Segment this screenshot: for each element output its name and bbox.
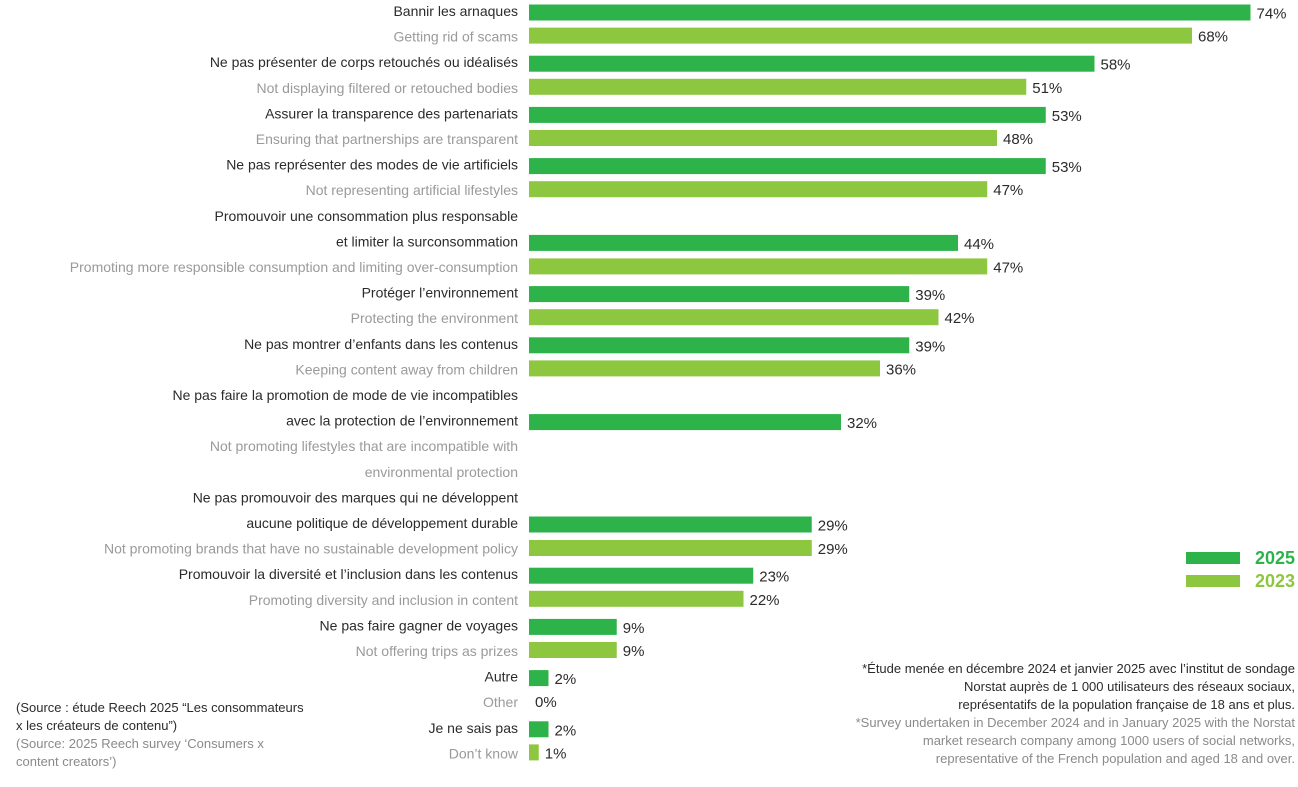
bar-2025-2 [529,106,1046,123]
value-label-2025-1: 58% [1101,57,1131,74]
bar-2023-12 [529,744,539,761]
value-label-2023-11: 0% [535,694,557,711]
bar-2023-0 [529,27,1192,44]
bar-2023-5 [529,309,939,326]
value-label-2023-12: 1% [545,745,567,762]
legend: 2025 2023 [1186,548,1298,594]
category-label-fr-10-0: Ne pas faire gagner de voyages [320,617,518,633]
category-label-en-5-0: Protecting the environment [351,310,518,326]
bar-2025-11 [529,670,549,687]
note-en-line-3: representative of the French population … [935,751,1295,766]
bar-2025-6 [529,337,910,354]
bar-2023-2 [529,130,997,146]
note-fr-line-1: *Étude menée en décembre 2024 et janvier… [862,661,1295,676]
category-label-en-2-0: Ensuring that partnerships are transpare… [256,131,518,147]
category-label-en-7-1: environmental protection [365,464,518,480]
category-label-fr-9-0: Promouvoir la diversité et l’inclusion d… [179,566,518,582]
category-label-fr-11-0: Autre [485,669,519,685]
category-label-fr-12-0: Je ne sais pas [429,720,519,736]
source-en-line-2: content creators’) [16,754,117,769]
category-label-fr-7-0: Ne pas faire la promotion de mode de vie… [172,387,518,403]
category-label-fr-7-1: avec la protection de l’environnement [286,413,518,429]
legend-swatch-2023 [1186,575,1240,587]
value-label-2023-6: 36% [886,361,916,378]
note-fr-line-3: représentatifs de la population français… [958,697,1295,712]
category-label-en-0-0: Getting rid of scams [394,29,519,45]
category-label-fr-1-0: Ne pas présenter de corps retouchés ou i… [210,54,518,70]
value-label-2025-11: 2% [555,671,577,688]
category-label-fr-5-0: Protéger l’environnement [362,285,519,301]
legend-item-2025: 2025 [1186,548,1298,571]
legend-label-2025: 2025 [1254,548,1295,568]
value-label-2025-7: 32% [847,415,877,432]
category-label-en-8-0: Not promoting brands that have no sustai… [104,541,518,557]
category-label-en-10-0: Not offering trips as prizes [356,643,518,659]
category-label-fr-0-0: Bannir les arnaques [393,3,518,19]
bar-2023-10 [529,642,617,658]
value-label-2025-2: 53% [1052,108,1082,125]
bar-2025-3 [529,158,1046,175]
value-label-2023-0: 68% [1198,29,1228,46]
value-label-2025-6: 39% [915,338,945,355]
bar-2025-10 [529,618,617,635]
value-label-2025-3: 53% [1052,159,1082,176]
value-label-2023-5: 42% [945,310,975,327]
bar-2025-8 [529,516,812,533]
value-label-2023-9: 22% [750,592,780,609]
source-fr-line-2: x les créateurs de contenu”) [16,718,178,733]
value-label-2025-10: 9% [623,620,645,637]
category-label-fr-4-0: Promouvoir une consommation plus respons… [215,208,519,224]
category-label-en-11-0: Other [483,694,518,710]
value-label-2025-5: 39% [915,287,945,304]
value-label-2023-8: 29% [818,541,848,558]
value-label-2025-4: 44% [964,236,994,253]
bar-2023-8 [529,540,812,556]
value-label-2023-2: 48% [1003,131,1033,148]
note-en-line-1: *Survey undertaken in December 2024 and … [855,715,1295,730]
source-fr-line-1: (Source : étude Reech 2025 “Les consomma… [16,700,304,715]
legend-item-2023: 2023 [1186,571,1298,594]
value-label-2023-10: 9% [623,643,645,660]
value-label-2023-1: 51% [1032,80,1062,97]
category-label-en-7-0: Not promoting lifestyles that are incomp… [210,438,518,454]
category-label-en-6-0: Keeping content away from children [295,361,518,377]
value-label-2023-3: 47% [993,182,1023,199]
category-label-en-12-0: Don’t know [449,745,519,761]
category-label-fr-3-0: Ne pas représenter des modes de vie arti… [226,157,518,173]
category-label-fr-6-0: Ne pas montrer d’enfants dans les conten… [244,336,518,352]
bar-2023-9 [529,590,744,607]
category-label-fr-4-1: et limiter la surconsommation [336,233,518,249]
value-label-2025-8: 29% [818,518,848,535]
value-label-2025-12: 2% [555,722,577,739]
legend-label-2023: 2023 [1254,571,1295,591]
value-label-2025-0: 74% [1257,6,1287,23]
legend-swatch-2025 [1186,552,1240,564]
bar-2025-5 [529,286,910,303]
survey-footnote: *Étude menée en décembre 2024 et janvier… [775,660,1295,768]
bar-2025-9 [529,567,754,584]
source-en-line-1: (Source: 2025 Reech survey ‘Consumers x [16,736,264,751]
bar-2025-12 [529,721,549,738]
category-label-en-9-0: Promoting diversity and inclusion in con… [249,592,518,608]
category-label-fr-8-1: aucune politique de développement durabl… [246,515,518,531]
category-label-en-4-0: Promoting more responsible consumption a… [70,259,518,275]
note-fr-line-2: Norstat auprès de 1 000 utilisateurs des… [964,679,1295,694]
bar-2023-3 [529,181,988,198]
bar-2023-4 [529,258,988,275]
bar-2025-7 [529,414,841,431]
category-label-en-3-0: Not representing artificial lifestyles [306,182,518,198]
note-en-line-2: market research company among 1000 users… [922,733,1295,748]
category-label-fr-2-0: Assurer la transparence des partenariats [265,105,518,121]
bar-2025-1 [529,55,1095,72]
bar-2023-1 [529,78,1027,95]
value-label-2023-4: 47% [993,259,1023,276]
source-note: (Source : étude Reech 2025 “Les consomma… [16,699,346,771]
category-label-en-1-0: Not displaying filtered or retouched bod… [257,80,519,96]
value-label-2025-9: 23% [759,569,789,586]
bar-2025-4 [529,234,958,251]
bar-2023-6 [529,360,880,377]
bar-2025-0 [529,4,1251,21]
category-label-fr-8-0: Ne pas promouvoir des marques qui ne dév… [193,489,518,505]
